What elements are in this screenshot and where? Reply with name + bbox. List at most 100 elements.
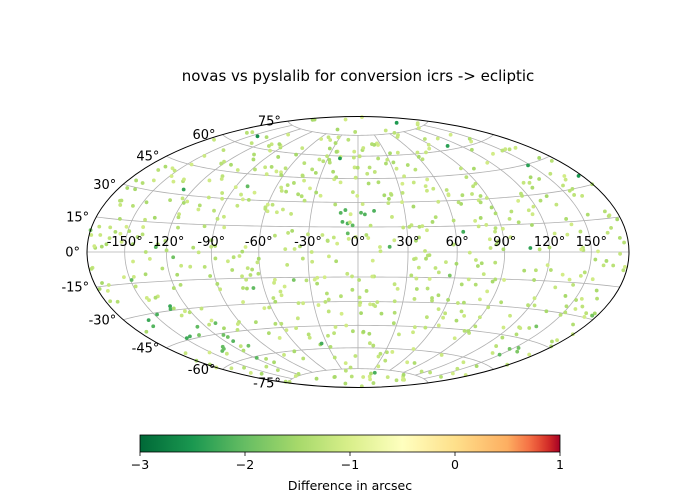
data-point (400, 181, 405, 186)
lat-tick-label: -75° (253, 376, 281, 391)
data-point (516, 346, 521, 350)
data-point (537, 247, 542, 252)
data-point (293, 374, 298, 378)
data-point (366, 181, 371, 186)
data-point (348, 365, 353, 370)
data-point (238, 344, 243, 349)
data-point (500, 148, 505, 153)
data-point (532, 278, 536, 282)
data-point (389, 192, 394, 197)
data-point (417, 224, 422, 229)
data-point (493, 229, 497, 234)
data-point (350, 223, 355, 228)
data-point (372, 170, 377, 174)
data-point (471, 184, 476, 189)
data-point (499, 300, 504, 305)
data-point (507, 147, 512, 152)
data-point (268, 148, 272, 153)
data-point (140, 232, 145, 237)
data-point (294, 326, 299, 331)
data-point (520, 193, 524, 198)
data-point (345, 231, 350, 236)
data-point (131, 274, 136, 279)
colorbar-label: Difference in arcsec (288, 478, 412, 493)
lat-tick-label: 0° (65, 246, 80, 261)
data-point (296, 192, 301, 197)
data-point (259, 371, 264, 376)
grid-meridian (258, 133, 327, 371)
data-point (488, 246, 493, 250)
data-point (252, 190, 257, 195)
data-point (522, 268, 527, 273)
data-point (199, 306, 204, 311)
data-point (584, 311, 589, 316)
data-point (336, 135, 341, 140)
data-point (253, 167, 257, 172)
data-point (273, 233, 277, 238)
data-point (592, 311, 597, 316)
data-point (326, 297, 331, 302)
data-point (332, 331, 336, 336)
data-point (579, 297, 584, 301)
data-point (571, 283, 575, 287)
data-point (456, 200, 461, 205)
data-point (477, 315, 482, 320)
grid-meridian (373, 134, 409, 370)
data-point (553, 285, 558, 290)
data-point (459, 309, 464, 314)
data-point (371, 343, 376, 348)
data-point (606, 214, 611, 219)
data-point (92, 244, 97, 249)
data-point (455, 301, 460, 305)
data-point (318, 193, 323, 198)
data-point (352, 149, 357, 154)
data-point (353, 175, 358, 180)
data-point (357, 295, 362, 300)
data-point (423, 249, 427, 253)
data-point (176, 225, 180, 230)
data-point (436, 270, 441, 275)
data-point (385, 350, 389, 355)
data-point (243, 245, 248, 249)
data-point (286, 132, 291, 137)
data-point (590, 277, 595, 282)
chart-title: novas vs pyslalib for conversion icrs ->… (182, 67, 535, 85)
data-point (350, 274, 354, 279)
data-point (372, 208, 376, 213)
data-point (502, 278, 506, 282)
data-point (481, 272, 486, 277)
data-point (494, 344, 499, 348)
data-point (503, 147, 508, 152)
data-point (578, 229, 583, 234)
colorbar-tick-label: −3 (131, 457, 149, 472)
data-point (269, 142, 274, 147)
lat-tick-label: 15° (66, 210, 89, 225)
data-point (246, 197, 251, 202)
data-point (416, 154, 421, 159)
data-point (376, 180, 381, 185)
data-point (156, 168, 161, 172)
data-point (283, 166, 288, 171)
data-point (514, 332, 519, 337)
data-point (296, 372, 301, 376)
data-point (533, 268, 538, 273)
data-point (249, 141, 254, 146)
data-point (306, 232, 310, 237)
data-point (425, 286, 430, 291)
data-point (355, 165, 360, 170)
data-point (301, 301, 305, 306)
data-point (251, 286, 256, 290)
map-outline (86, 116, 630, 388)
data-point (367, 341, 372, 346)
data-point (289, 212, 293, 216)
lat-tick-label: -15° (61, 281, 89, 296)
data-point (516, 220, 521, 225)
data-point (291, 278, 296, 282)
data-point (401, 372, 406, 377)
data-point (461, 360, 466, 365)
data-point (163, 238, 168, 243)
data-point (215, 216, 220, 221)
data-point (537, 156, 542, 160)
data-point (364, 289, 369, 293)
data-point (526, 303, 530, 308)
